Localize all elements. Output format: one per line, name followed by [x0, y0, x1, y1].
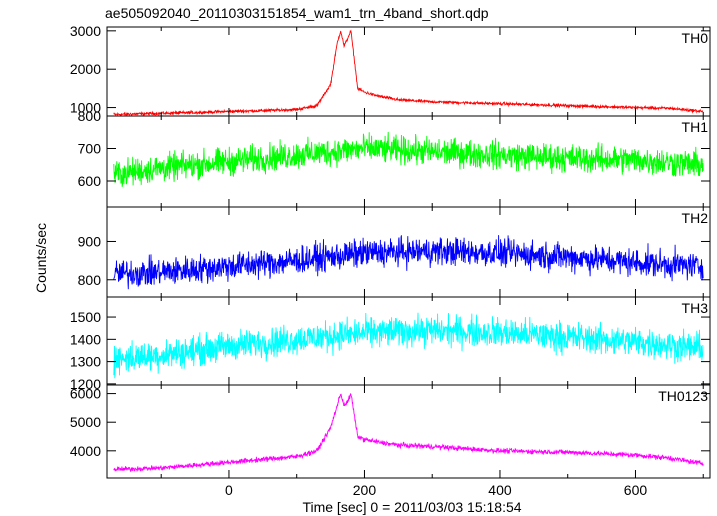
panel-label: TH1 [682, 119, 709, 135]
panel-label: TH2 [682, 210, 709, 226]
chart-title: ae505092040_20110303151854_wam1_trn_4ban… [105, 5, 489, 21]
y-tick-label: 2000 [70, 61, 101, 77]
y-tick-label: 1200 [70, 376, 101, 392]
y-tick-label: 1500 [70, 309, 101, 325]
y-tick-label: 5000 [70, 414, 101, 430]
panel-th1: TH1 600 700 800 [78, 108, 711, 208]
x-tick-label: 400 [488, 482, 512, 498]
y-tick-label: 3000 [70, 23, 101, 39]
y-tick-label: 4000 [70, 443, 101, 459]
panel-th0123: TH0123 4000 5000 6000 [70, 384, 711, 479]
y-tick-label: 800 [78, 272, 102, 288]
y-tick-label: 600 [78, 173, 102, 189]
series-line-th2 [113, 235, 704, 290]
y-axis-label: Counts/sec [33, 223, 49, 293]
x-tick-label: 600 [624, 482, 648, 498]
y-tick-label: 1300 [70, 354, 101, 370]
y-tick-label: 6000 [70, 386, 101, 402]
y-tick-label: 700 [78, 141, 102, 157]
x-axis-label: Time [sec] 0 = 2011/03/03 15:18:54 [302, 499, 521, 515]
series-line-th3 [113, 312, 704, 379]
x-tick-label: 0 [225, 482, 233, 498]
y-tick-label: 900 [78, 233, 102, 249]
series-line-th0123 [113, 393, 704, 472]
series-line-th0 [113, 29, 704, 116]
panel-label: TH0 [682, 30, 709, 46]
y-tick-label: 1400 [70, 331, 101, 347]
series-line-th1 [113, 131, 704, 187]
y-tick-label: 800 [78, 108, 102, 124]
y-tick-label: 1000 [70, 100, 101, 116]
x-tick-label: 200 [353, 482, 377, 498]
panel-frame [106, 384, 711, 479]
panel-label: TH0123 [658, 388, 708, 404]
panel-label: TH3 [682, 300, 709, 316]
